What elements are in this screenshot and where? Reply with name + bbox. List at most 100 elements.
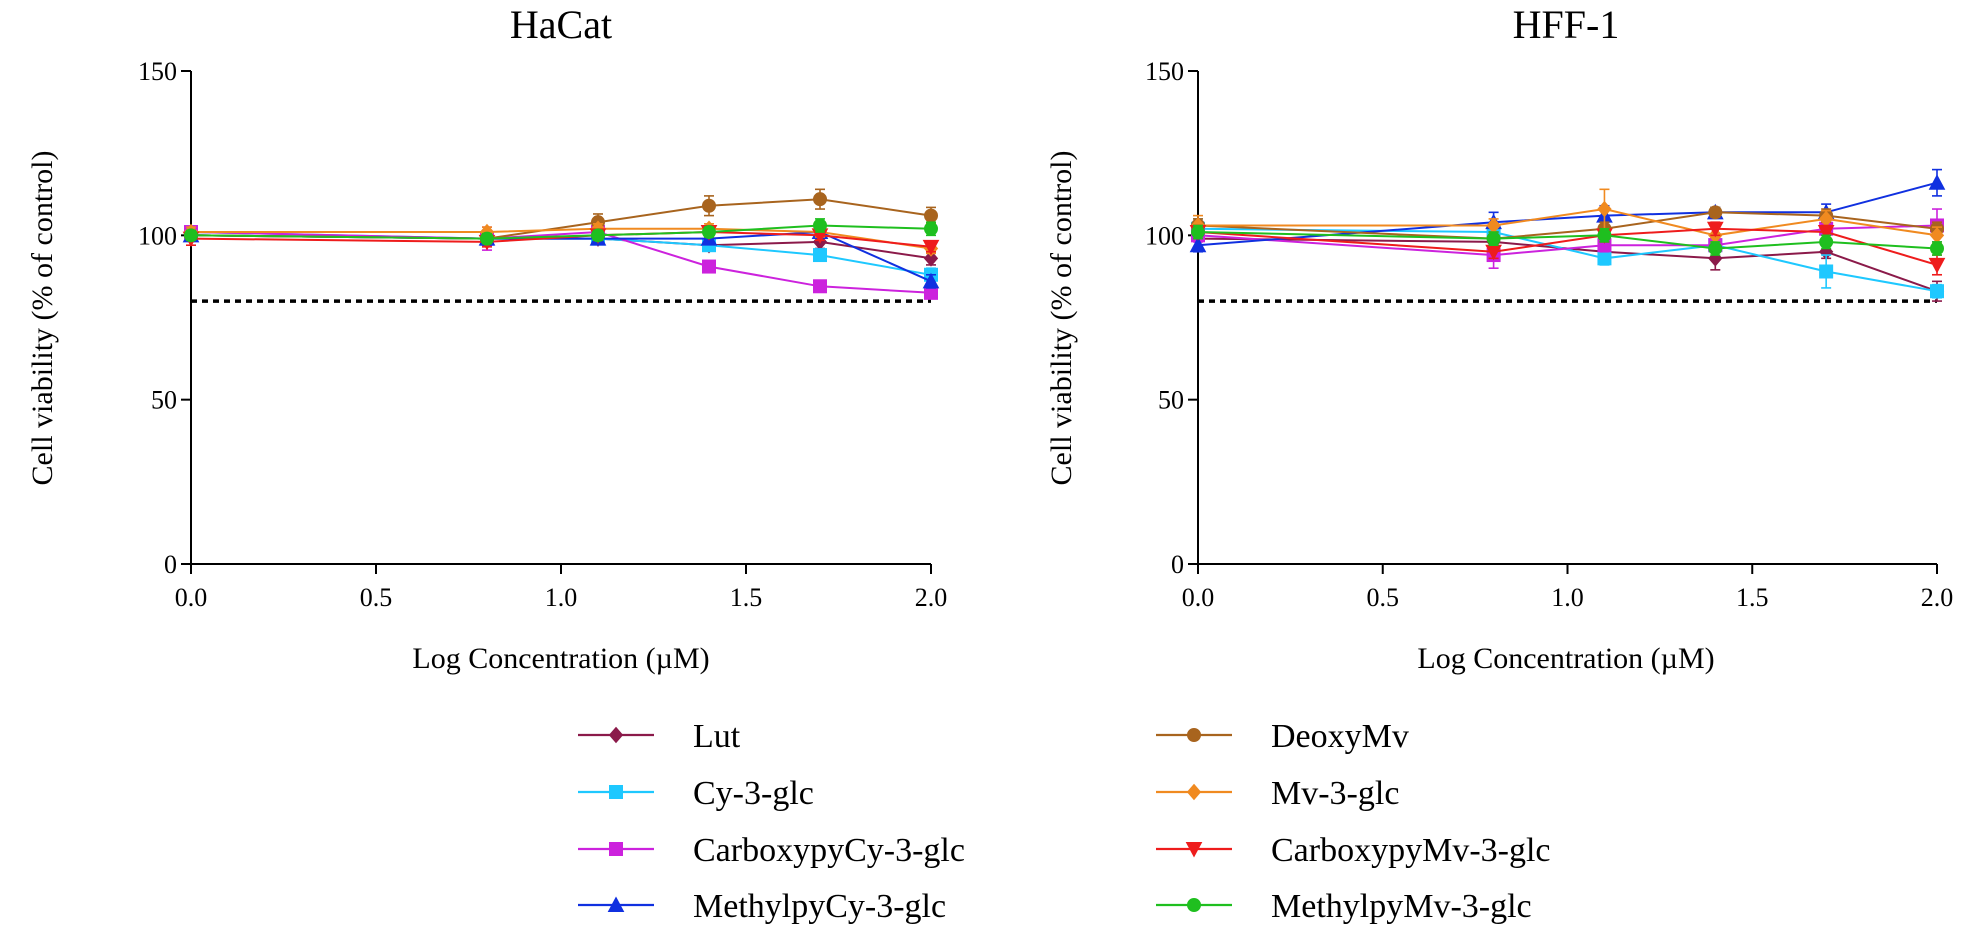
- legend-label: DeoxyMv: [1271, 718, 1409, 755]
- legend-item: MethylpyMv-3-glc: [1156, 888, 1532, 925]
- data-point: [1189, 236, 1207, 253]
- data-point: [813, 192, 827, 207]
- data-point: [1597, 251, 1612, 266]
- legend-label: MethylpyCy-3-glc: [693, 888, 946, 925]
- data-point: [1819, 264, 1834, 279]
- data-point: [1708, 241, 1723, 256]
- y-tick-label: 0: [1171, 550, 1184, 579]
- data-point: [1817, 225, 1835, 241]
- legend-label: MethylpyMv-3-glc: [1271, 888, 1532, 925]
- data-point: [1928, 174, 1946, 190]
- y-axis-label: Cell viability (% of control): [26, 151, 59, 486]
- chart-title: HFF-1: [1513, 2, 1620, 47]
- legend-marker: [1187, 898, 1201, 912]
- data-point: [923, 250, 939, 267]
- data-point: [813, 279, 827, 294]
- data-point: [184, 228, 198, 243]
- data-point: [480, 231, 494, 246]
- data-point: [1708, 205, 1723, 220]
- legend-marker: [609, 842, 623, 856]
- data-point: [1706, 221, 1724, 238]
- y-axis-label: Cell viability (% of control): [1045, 151, 1078, 486]
- x-axis-label: Log Concentration (µM): [1417, 642, 1714, 675]
- legend-item: Lut: [578, 718, 741, 755]
- data-point: [1191, 225, 1205, 240]
- y-tick-label: 150: [1145, 57, 1184, 86]
- data-point: [922, 239, 940, 256]
- x-tick-label: 0.5: [1367, 583, 1400, 612]
- chart-title: HaCat: [510, 2, 612, 47]
- series-line: [1198, 207, 1938, 237]
- data-point: [702, 259, 716, 274]
- x-tick-label: 1.0: [1551, 583, 1584, 612]
- series-mv-3-glc: [1190, 188, 1945, 245]
- x-tick-label: 2.0: [915, 583, 948, 612]
- data-point: [1486, 231, 1501, 246]
- legend-label: Mv-3-glc: [1271, 775, 1399, 812]
- legend-item: CarboxypyMv-3-glc: [1156, 832, 1551, 869]
- data-point: [813, 218, 827, 233]
- axes: 0 50 100 150 0.0 0.5 1.0 1.5 2.0: [1145, 57, 1953, 612]
- legend-item: Cy-3-glc: [578, 775, 814, 812]
- legend-item: MethylpyCy-3-glc: [578, 888, 946, 925]
- x-tick-label: 0.0: [1182, 583, 1215, 612]
- data-point: [591, 228, 605, 243]
- legend-marker: [1187, 728, 1201, 742]
- data-point: [1928, 257, 1946, 274]
- y-tick-label: 100: [138, 221, 177, 250]
- series-line: [1197, 231, 1938, 250]
- legend-marker: [1185, 842, 1203, 858]
- legend-label: Lut: [693, 718, 741, 755]
- legend-label: Cy-3-glc: [693, 775, 814, 812]
- legend-marker: [607, 896, 625, 912]
- y-tick-label: 100: [1145, 221, 1184, 250]
- series-line: [1197, 211, 1938, 240]
- legend-marker: [608, 726, 624, 744]
- series-line: [190, 224, 932, 240]
- legend-marker: [609, 785, 623, 799]
- x-tick-label: 1.0: [545, 583, 578, 612]
- legend-label: CarboxypyCy-3-glc: [693, 832, 965, 869]
- y-tick-label: 50: [151, 386, 177, 415]
- data-point: [1597, 200, 1612, 218]
- x-tick-label: 1.5: [730, 583, 763, 612]
- series-line: [191, 227, 932, 250]
- x-axis-label: Log Concentration (µM): [412, 642, 709, 675]
- x-tick-label: 0.0: [175, 583, 208, 612]
- series-methylpymv-3-glc: [184, 218, 938, 246]
- legend-item: DeoxyMv: [1156, 718, 1409, 755]
- legend-item: CarboxypyCy-3-glc: [578, 832, 965, 869]
- series-line: [1197, 227, 1938, 293]
- data-point: [702, 198, 716, 213]
- x-tick-label: 0.5: [360, 583, 393, 612]
- axes: 0 50 100 150 0.0 0.5 1.0 1.5 2.0: [138, 57, 947, 612]
- data-point: [702, 225, 716, 240]
- chart-panel-hff1: HFF-1 Cell viability (% of control) Log …: [1045, 2, 1953, 675]
- plot-area: [1189, 168, 1946, 303]
- series-carboxypymv-3-glc: [1189, 221, 1946, 276]
- legend-marker: [1186, 783, 1202, 801]
- series-line: [1197, 237, 1938, 293]
- y-tick-label: 0: [164, 550, 177, 579]
- data-point: [1930, 284, 1944, 299]
- data-point: [813, 248, 827, 263]
- plot-area: [182, 188, 940, 303]
- legend: Lut Cy-3-glc CarboxypyCy-3-glc MethylpyCy-3…: [578, 718, 1551, 925]
- chart-panel-hacat: HaCat Cell viability (% of control) Log …: [26, 2, 947, 675]
- legend-label: CarboxypyMv-3-glc: [1271, 832, 1551, 869]
- data-point: [1930, 241, 1944, 256]
- data-point: [1819, 234, 1834, 249]
- series-methylpymv-3-glc: [1191, 224, 1944, 256]
- y-tick-label: 150: [138, 57, 177, 86]
- y-tick-label: 50: [1158, 386, 1184, 415]
- legend-item: Mv-3-glc: [1156, 775, 1399, 812]
- data-point: [924, 221, 938, 236]
- series-line: [1197, 224, 1938, 257]
- data-point: [1597, 228, 1612, 243]
- data-point: [922, 272, 940, 289]
- x-tick-label: 2.0: [1921, 583, 1954, 612]
- data-point: [924, 208, 938, 223]
- x-tick-label: 1.5: [1736, 583, 1769, 612]
